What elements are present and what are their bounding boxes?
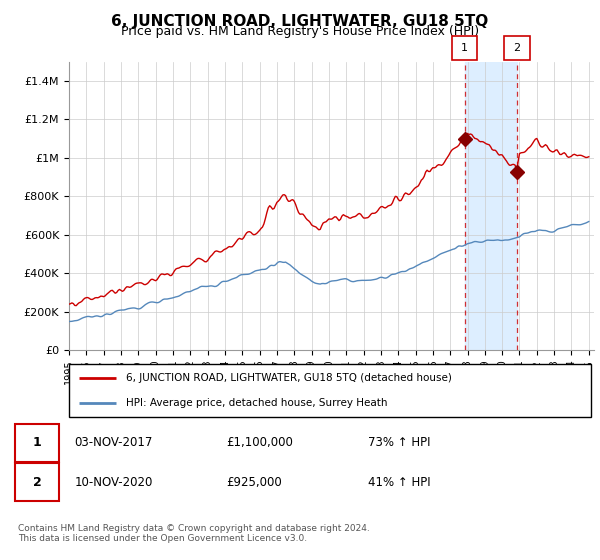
FancyBboxPatch shape: [15, 463, 59, 501]
Text: 73% ↑ HPI: 73% ↑ HPI: [368, 436, 430, 450]
Text: 6, JUNCTION ROAD, LIGHTWATER, GU18 5TQ (detached house): 6, JUNCTION ROAD, LIGHTWATER, GU18 5TQ (…: [127, 374, 452, 384]
Text: Contains HM Land Registry data © Crown copyright and database right 2024.
This d: Contains HM Land Registry data © Crown c…: [18, 524, 370, 543]
Bar: [464, 62, 517, 350]
Text: £925,000: £925,000: [227, 475, 283, 488]
Text: 41% ↑ HPI: 41% ↑ HPI: [368, 475, 430, 488]
Text: 2: 2: [33, 475, 41, 488]
Text: 03-NOV-2017: 03-NOV-2017: [74, 436, 153, 450]
Text: 1: 1: [461, 43, 468, 53]
Text: Price paid vs. HM Land Registry's House Price Index (HPI): Price paid vs. HM Land Registry's House …: [121, 25, 479, 38]
Text: HPI: Average price, detached house, Surrey Heath: HPI: Average price, detached house, Surr…: [127, 398, 388, 408]
Text: 6, JUNCTION ROAD, LIGHTWATER, GU18 5TQ: 6, JUNCTION ROAD, LIGHTWATER, GU18 5TQ: [112, 14, 488, 29]
Text: £1,100,000: £1,100,000: [227, 436, 293, 450]
Text: 1: 1: [33, 436, 41, 450]
Text: 10-NOV-2020: 10-NOV-2020: [74, 475, 153, 488]
FancyBboxPatch shape: [15, 424, 59, 462]
Text: 2: 2: [514, 43, 521, 53]
